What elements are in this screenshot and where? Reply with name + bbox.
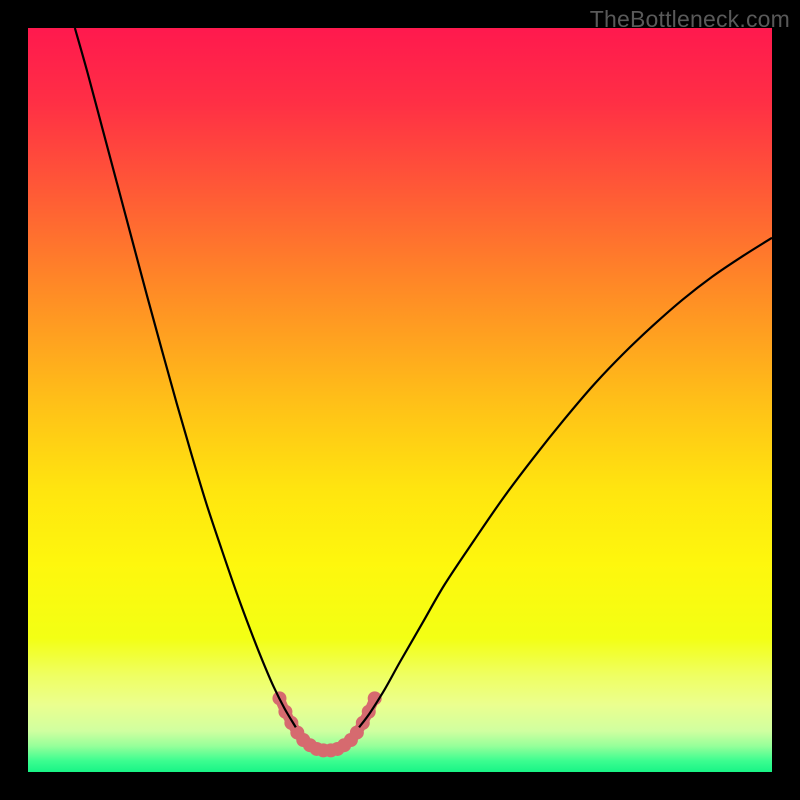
chart-svg [0, 0, 800, 800]
bottleneck-chart: TheBottleneck.com [0, 0, 800, 800]
watermark-label: TheBottleneck.com [590, 6, 790, 33]
